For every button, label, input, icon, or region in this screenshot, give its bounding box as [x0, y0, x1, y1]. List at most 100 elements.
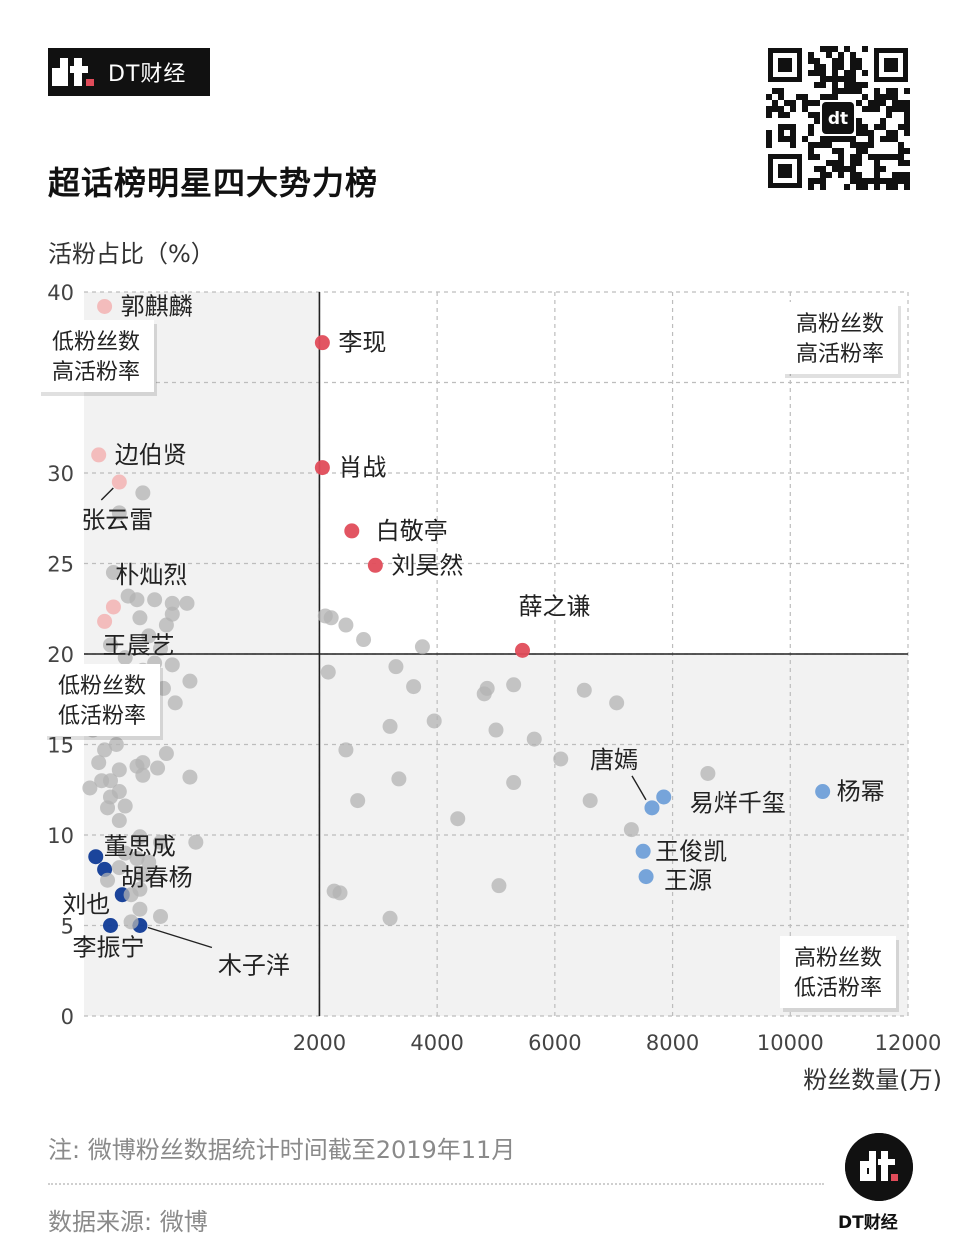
qr-module — [892, 178, 898, 184]
qr-module — [808, 124, 814, 130]
qr-module — [832, 70, 838, 76]
quadrant-label-text: 低粉丝数 — [58, 674, 146, 699]
qr-module — [802, 136, 808, 142]
quadrant-label-text: 低粉丝数 — [52, 330, 140, 355]
qr-module — [904, 184, 910, 190]
point-other — [164, 606, 180, 622]
qr-module — [844, 76, 850, 82]
point-other — [320, 664, 336, 680]
point-label: 郭麒麟 — [121, 292, 193, 320]
qr-module — [850, 136, 856, 142]
x-tick-label: 4000 — [410, 1031, 463, 1055]
qr-module — [820, 94, 826, 100]
point-other — [108, 737, 124, 752]
point-other — [97, 742, 113, 758]
y-tick-label: 25 — [47, 553, 74, 577]
qr-module — [898, 148, 904, 154]
qr-module — [862, 106, 868, 112]
qr-module — [862, 130, 868, 136]
qr-module — [904, 100, 910, 106]
quadrant-label-box — [38, 320, 154, 392]
qr-module — [880, 118, 886, 124]
point-high-active — [344, 523, 360, 539]
qr-module — [808, 58, 814, 64]
qr-module — [808, 178, 814, 184]
point-other — [158, 746, 174, 762]
qr-module — [820, 178, 826, 184]
point-high-fans — [644, 800, 660, 816]
qr-module — [808, 112, 814, 118]
qr-module — [850, 142, 856, 148]
qr-module — [772, 106, 778, 112]
callout-line — [100, 487, 114, 501]
point-high-fans — [635, 843, 651, 859]
point-other — [135, 755, 151, 771]
qr-module — [856, 154, 862, 160]
point-other — [141, 628, 157, 644]
qr-module — [832, 136, 838, 142]
y-tick-label: 0 — [61, 1005, 74, 1029]
qr-module — [808, 142, 814, 148]
point-label: 刘昊然 — [391, 551, 463, 579]
qr-module — [820, 136, 826, 142]
point-other — [153, 908, 169, 924]
qr-module — [904, 148, 910, 154]
qr-module — [856, 172, 862, 178]
point-other — [153, 834, 169, 850]
qr-module — [862, 82, 868, 88]
qr-module — [838, 166, 844, 172]
x-tick-label: 12000 — [875, 1031, 942, 1055]
qr-module — [808, 184, 814, 190]
qr-module — [826, 136, 832, 142]
qr-module — [844, 136, 850, 142]
point-high-active — [514, 642, 530, 658]
qr-module — [784, 112, 790, 118]
point-label: 李振宁 — [72, 934, 144, 962]
qr-module — [850, 160, 856, 166]
qr-module — [874, 106, 880, 112]
x-tick-label: 10000 — [757, 1031, 824, 1055]
qr-module — [886, 94, 892, 100]
x-axis-title: 粉丝数量(万) — [803, 1066, 942, 1094]
point-high-active — [314, 460, 330, 476]
qr-module — [820, 82, 826, 88]
qr-module — [856, 178, 862, 184]
y-tick-label: 20 — [47, 643, 74, 667]
qr-module — [850, 172, 856, 178]
qr-module — [856, 184, 862, 190]
qr-module — [766, 130, 772, 136]
qr-module — [820, 76, 826, 82]
qr-module — [820, 172, 826, 178]
qr-module — [892, 106, 898, 112]
qr-module — [832, 64, 838, 70]
point-other — [82, 780, 98, 796]
point-label: 李现 — [338, 329, 386, 357]
qr-module — [898, 124, 904, 130]
qr-module — [856, 58, 862, 64]
point-other — [117, 845, 133, 861]
point-other — [135, 867, 151, 883]
qr-module — [832, 88, 838, 94]
qr-module — [880, 178, 886, 184]
qr-module — [892, 88, 898, 94]
qr-module — [856, 88, 862, 94]
qr-module — [820, 184, 826, 190]
qr-module — [808, 52, 814, 58]
x-tick-label: 8000 — [646, 1031, 699, 1055]
qr-module — [820, 64, 826, 70]
qr-module — [886, 130, 892, 136]
qr-module — [874, 160, 880, 166]
point-other — [111, 505, 127, 521]
point-other — [123, 887, 139, 903]
point-other — [582, 793, 598, 809]
point-label: 王俊凯 — [655, 837, 727, 865]
point-label: 王晨艺 — [103, 631, 175, 659]
qr-module — [886, 184, 892, 190]
qr-module — [814, 64, 820, 70]
point-other — [164, 595, 180, 611]
qr-module — [904, 112, 910, 118]
qr-module — [862, 184, 868, 190]
qr-module — [904, 106, 910, 112]
dt-logo-icon — [52, 58, 94, 86]
